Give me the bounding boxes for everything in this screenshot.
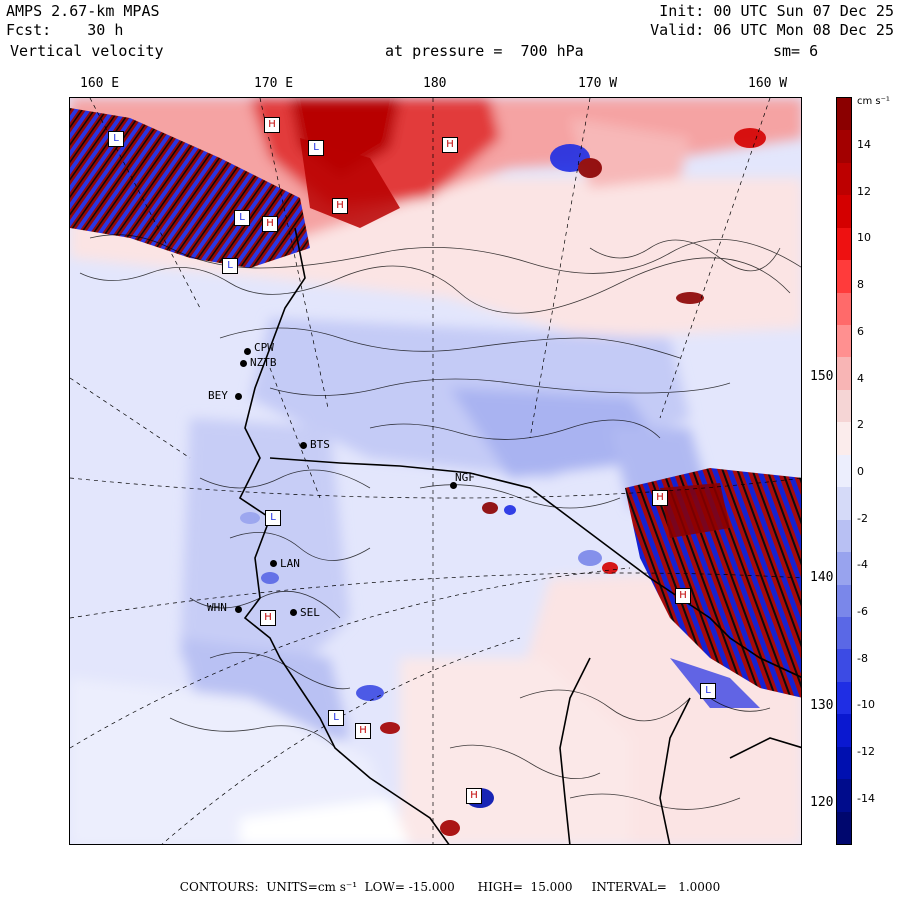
station-label-sel: SEL <box>300 606 320 619</box>
colorbar-tick-label: 4 <box>857 371 864 385</box>
smoothing-label: sm= 6 <box>773 42 819 60</box>
station-label-lan: LAN <box>280 557 300 570</box>
colorbar-tick-label: -4 <box>857 558 868 572</box>
station-label-ngf: NGF <box>455 471 475 484</box>
colorbar-segment <box>837 162 851 196</box>
station-dot-nztb <box>240 360 247 367</box>
station-dot-cpw <box>244 348 251 355</box>
colorbar-tick-label: -8 <box>857 651 868 665</box>
colorbar-segment <box>837 130 851 164</box>
init-time: Init: 00 UTC Sun 07 Dec 25 <box>659 2 894 20</box>
low-marker: L <box>700 683 716 699</box>
colorbar-segment <box>837 454 851 488</box>
station-dot-bey <box>235 393 242 400</box>
colorbar-segment <box>837 714 851 748</box>
lon-label-180: 180 <box>423 76 447 91</box>
colorbar-segment <box>837 357 851 391</box>
colorbar-segment <box>837 811 851 845</box>
high-marker: H <box>442 137 458 153</box>
colorbar-segment <box>837 292 851 326</box>
small-cells <box>240 128 766 836</box>
lon-label-160w: 160 W <box>748 76 788 91</box>
colorbar <box>836 97 852 845</box>
graticule <box>70 98 801 844</box>
station-dot-lan <box>270 560 277 567</box>
low-marker: L <box>108 131 124 147</box>
high-marker: H <box>675 588 691 604</box>
colorbar-segment <box>837 584 851 618</box>
station-label-bts: BTS <box>310 438 330 451</box>
colorbar-tick-label: -2 <box>857 511 868 525</box>
colorbar-tick-label: -10 <box>857 698 875 712</box>
colorbar-segment <box>837 552 851 585</box>
high-marker: H <box>652 490 668 506</box>
forecast-hour: Fcst: 30 h <box>6 21 124 39</box>
colorbar-segment <box>837 422 851 456</box>
colorbar-tick-label: 2 <box>857 418 864 432</box>
high-marker: H <box>332 198 348 214</box>
station-dot-sel <box>290 609 297 616</box>
colorbar-segment <box>837 389 851 423</box>
low-marker: L <box>328 710 344 726</box>
low-marker: L <box>234 210 250 226</box>
station-label-whn: WHN <box>207 601 227 614</box>
high-marker: H <box>264 117 280 133</box>
low-marker: L <box>308 140 324 156</box>
field-name: Vertical velocity <box>10 42 164 60</box>
station-dot-whn <box>235 606 242 613</box>
lon-label-170w: 170 W <box>578 76 618 91</box>
contour-info: CONTOURS: UNITS=cm s⁻¹ LOW= -15.000 HIGH… <box>179 880 721 894</box>
high-marker: H <box>260 610 276 626</box>
station-label-nztb: NZTB <box>250 356 277 369</box>
colorbar-segment <box>837 227 851 261</box>
colorbar-segment <box>837 519 851 553</box>
station-dot-ngf <box>450 482 457 489</box>
colorbar-tick-label: 0 <box>857 464 864 478</box>
low-marker: L <box>222 258 238 274</box>
colorbar-tick-label: 14 <box>857 138 871 151</box>
lon-label-160e: 160 E <box>80 76 120 91</box>
colorbar-tick-label: 8 <box>857 278 864 292</box>
coastlines <box>238 227 801 844</box>
map-field-svg <box>70 98 801 844</box>
high-marker: H <box>466 788 482 804</box>
colorbar-segment <box>837 681 851 715</box>
colorbar-segment <box>837 746 851 780</box>
wave-region-northwest <box>70 108 310 268</box>
station-label-cpw: CPW <box>254 341 274 354</box>
pressure-level: at pressure = 700 hPa <box>385 42 584 60</box>
colorbar-unit: cm s⁻¹ <box>857 96 890 107</box>
lon-label-170e: 170 E <box>254 76 294 91</box>
colorbar-segment <box>837 195 851 229</box>
colorbar-segment <box>837 260 851 294</box>
colorbar-tick-label: -12 <box>857 745 875 759</box>
colorbar-segment <box>837 779 851 813</box>
colorbar-tick-label: -6 <box>857 605 868 618</box>
station-label-bey: BEY <box>208 389 228 402</box>
high-marker: H <box>262 216 278 232</box>
colorbar-tick-label: 10 <box>857 231 871 245</box>
colorbar-segment <box>837 98 851 131</box>
contour-lines <box>79 234 801 810</box>
colorbar-segment <box>837 325 851 358</box>
colorbar-segment <box>837 616 851 650</box>
station-dot-bts <box>300 442 307 449</box>
colorbar-tick-label: 12 <box>857 184 871 198</box>
high-marker: H <box>355 723 371 739</box>
low-marker: L <box>265 510 281 526</box>
colorbar-tick-label: 6 <box>857 324 864 338</box>
colorbar-segment <box>837 649 851 683</box>
model-title: AMPS 2.67-km MPAS <box>6 2 160 20</box>
colorbar-segment <box>837 487 851 521</box>
colorbar-tick-label: -14 <box>857 791 875 805</box>
valid-time: Valid: 06 UTC Mon 08 Dec 25 <box>650 21 894 39</box>
